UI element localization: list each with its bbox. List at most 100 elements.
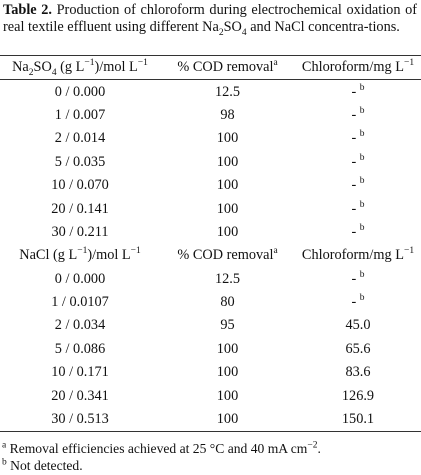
- footnote-text: Removal efficiencies achieved at 25 °C a…: [9, 441, 308, 456]
- cell-text: 83.6: [345, 364, 371, 381]
- caption: Table 2. Production of chloroform during…: [3, 2, 417, 38]
- table-cell: 12.5: [160, 268, 295, 291]
- table-cell: 2 / 0.014: [0, 127, 160, 150]
- table-cell: 95: [160, 314, 295, 337]
- table-row: 0 / 0.000 12.5 - b: [0, 80, 421, 104]
- header-row: Na2SO4 (g L−1)/mol L−1 % COD removala Chlo…: [0, 54, 421, 81]
- cell-text: 30 / 0.513: [51, 411, 109, 428]
- table-cell: 100: [160, 384, 295, 407]
- caption-label: Table 2.: [3, 2, 52, 18]
- table-cell: 5 / 0.035: [0, 151, 160, 174]
- cell-text: 5 / 0.035: [54, 153, 106, 170]
- header-text: −1: [77, 246, 88, 257]
- table-cell: 100: [160, 407, 295, 433]
- table-row: 20 / 0.141 100 - b: [0, 197, 421, 220]
- header-text: −1: [84, 58, 95, 69]
- header-row: NaCl (g L−1)/mol L−1% COD removala Chloro…: [0, 244, 421, 267]
- table-cell: 80: [160, 291, 295, 314]
- cell-text: 100: [216, 364, 239, 381]
- header-text: % COD removal: [177, 59, 274, 76]
- table-cell: 30 / 0.211: [0, 221, 160, 244]
- table-cell: 20 / 0.141: [0, 197, 160, 220]
- footnotes: a Removal efficiencies achieved at 25 °C…: [2, 440, 321, 474]
- cell-text: -: [351, 130, 357, 147]
- cell-text: -: [351, 200, 357, 217]
- cell-text: 95: [220, 317, 235, 334]
- table-cell: 1 / 0.0107: [0, 291, 160, 314]
- cell-text: 100: [216, 130, 239, 147]
- table-row: 30 / 0.513 100 150.1: [0, 407, 421, 433]
- header-text: )/mol L: [94, 59, 138, 76]
- header-cell: % COD removala: [160, 244, 295, 267]
- table-cell: 100: [160, 151, 295, 174]
- table-cell: 100: [160, 221, 295, 244]
- cell-text: 100: [216, 200, 239, 217]
- header-text: −1: [403, 246, 415, 257]
- footnote-mark: b: [2, 457, 7, 468]
- cell-text: 2 / 0.014: [54, 130, 106, 147]
- cell-text: -: [351, 270, 357, 287]
- header-text: a: [273, 58, 278, 69]
- table-cell: - b: [295, 127, 421, 150]
- table-row: 30 / 0.211 100 - b: [0, 221, 421, 244]
- footnote-ref: b: [359, 269, 365, 280]
- cell-text: 150.1: [341, 411, 375, 428]
- table-row: 2 / 0.014 100 - b: [0, 127, 421, 150]
- footnote-ref: b: [359, 152, 365, 163]
- header-cell: Chloroform/mg L−1: [295, 244, 421, 267]
- cell-text: -: [351, 153, 357, 170]
- cell-text: -: [351, 294, 357, 311]
- footnote-ref: b: [359, 199, 365, 210]
- cell-text: 5 / 0.086: [54, 340, 106, 357]
- table-cell: 10 / 0.171: [0, 361, 160, 384]
- table-row: 2 / 0.034 95 45.0: [0, 314, 421, 337]
- cell-text: 2 / 0.034: [54, 317, 106, 334]
- cell-text: 98: [220, 106, 235, 123]
- table-cell: - b: [295, 268, 421, 291]
- header-text: −1: [137, 58, 148, 69]
- table-cell: 100: [160, 197, 295, 220]
- cell-text: 0 / 0.000: [54, 83, 106, 100]
- cell-text: 100: [216, 411, 239, 428]
- cell-text: 100: [216, 223, 239, 240]
- table-cell: - b: [295, 80, 421, 104]
- footnote-ref: b: [359, 106, 365, 117]
- table-row: 10 / 0.070 100 - b: [0, 174, 421, 197]
- footnote-text: .: [317, 441, 321, 456]
- cell-text: 100: [216, 177, 239, 194]
- table-cell: 5 / 0.086: [0, 338, 160, 361]
- footnote-ref: b: [359, 129, 365, 140]
- table-row: 10 / 0.171 100 83.6: [0, 361, 421, 384]
- table-cell: - b: [295, 174, 421, 197]
- table-cell: 1 / 0.007: [0, 104, 160, 127]
- cell-text: 100: [216, 340, 239, 357]
- header-cell: Na2SO4 (g L−1)/mol L−1: [0, 54, 160, 81]
- cell-text: 12.5: [214, 270, 241, 287]
- cell-text: 45.0: [345, 317, 371, 334]
- caption-text: Production of chloroform during electroc…: [3, 2, 417, 35]
- table-cell: 98: [160, 104, 295, 127]
- header-text: )/mol L: [87, 247, 131, 264]
- header-cell: NaCl (g L−1)/mol L−1: [0, 244, 160, 267]
- table-cell: - b: [295, 291, 421, 314]
- table-cell: 45.0: [295, 314, 421, 337]
- header-cell: Chloroform/mg L−1: [295, 54, 421, 81]
- cell-text: 0 / 0.000: [54, 270, 106, 287]
- caption-text: SO: [223, 19, 242, 35]
- footnote-ref: b: [359, 293, 365, 304]
- cell-text: 20 / 0.341: [51, 387, 109, 404]
- table-cell: 100: [160, 338, 295, 361]
- table-row: 1 / 0.007 98 - b: [0, 104, 421, 127]
- cell-text: 10 / 0.171: [51, 364, 109, 381]
- cell-text: 20 / 0.141: [51, 200, 109, 217]
- caption-sub: 4: [241, 27, 247, 38]
- cell-text: 126.9: [341, 387, 375, 404]
- table: Na2SO4 (g L−1)/mol L−1% COD removala Chlo…: [0, 54, 421, 433]
- table-cell: 0 / 0.000: [0, 80, 160, 104]
- footnote-text: Not detected.: [10, 458, 83, 473]
- table-cell: 150.1: [295, 407, 421, 433]
- cell-text: 12.5: [214, 83, 241, 100]
- footnote-ref: b: [359, 82, 365, 93]
- cell-text: -: [351, 106, 357, 123]
